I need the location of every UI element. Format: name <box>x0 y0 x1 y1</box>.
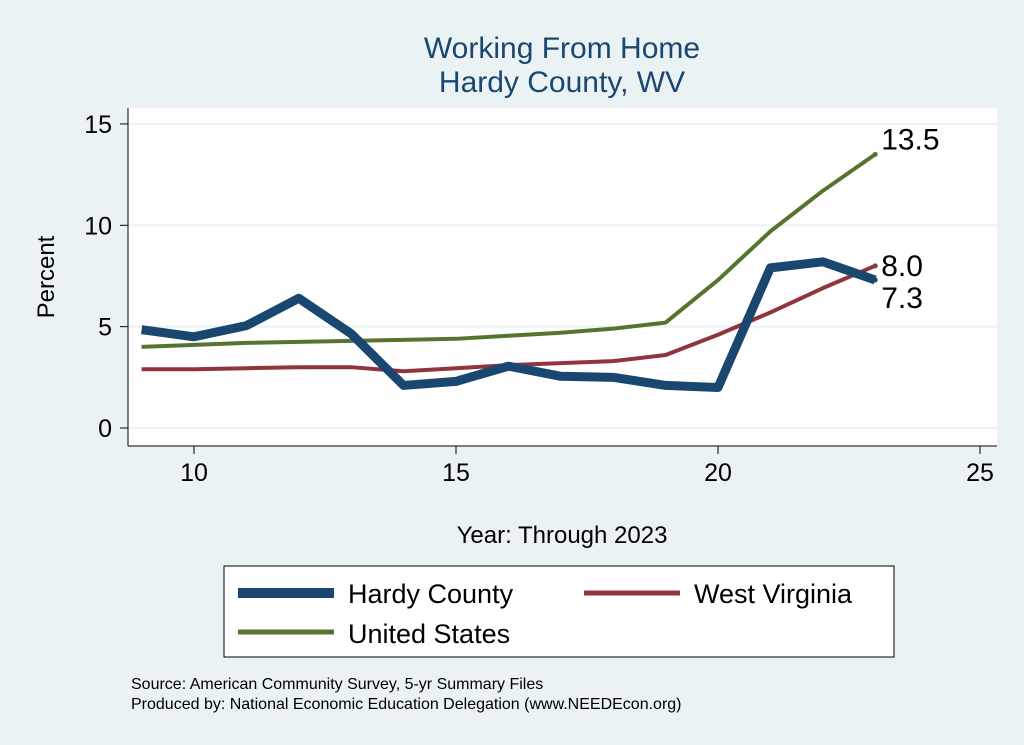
data-label: 8.0 <box>881 250 923 283</box>
series-line-hardy-county <box>140 257 877 392</box>
data-label: 7.3 <box>881 282 923 315</box>
end-point <box>872 277 878 283</box>
x-axis-label: Year: Through 2023 <box>457 522 668 549</box>
source-note: Source: American Community Survey, 5-yr … <box>131 676 543 693</box>
x-tick-label: 25 <box>966 459 994 487</box>
x-tick-label: 15 <box>442 459 470 487</box>
legend-label-united-states: United States <box>348 619 510 649</box>
chart-title: Working From Home <box>424 32 700 65</box>
legend-label-hardy-county: Hardy County <box>348 579 514 609</box>
x-tick-label: 10 <box>180 459 208 487</box>
y-tick-label: 5 <box>98 314 112 342</box>
producer-note: Produced by: National Economic Education… <box>131 696 682 713</box>
series-line-united-states <box>141 152 877 349</box>
y-tick-label: 15 <box>84 111 112 139</box>
legend-label-west-virginia: West Virginia <box>694 579 853 609</box>
x-tick-label: 20 <box>704 459 732 487</box>
end-point <box>872 263 878 269</box>
chart-subtitle: Hardy County, WV <box>439 66 685 99</box>
data-label: 13.5 <box>881 123 939 156</box>
y-tick-label: 10 <box>84 212 112 240</box>
end-point <box>872 151 878 157</box>
legend: Hardy County West Virginia United States <box>223 565 895 658</box>
y-tick-label: 0 <box>98 415 112 443</box>
y-axis-label: Percent <box>33 235 60 318</box>
